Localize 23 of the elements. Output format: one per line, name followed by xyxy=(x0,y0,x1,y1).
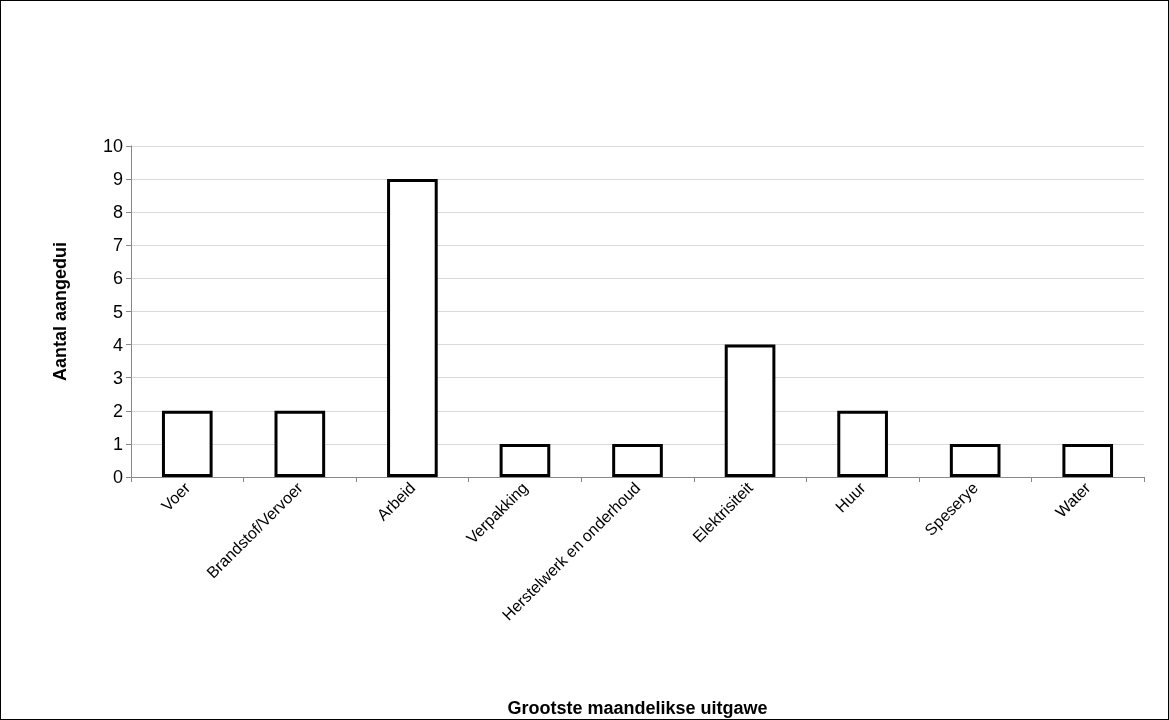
y-tick-label: 7 xyxy=(112,235,123,256)
bar xyxy=(949,443,1001,477)
x-axis-title: Grootste maandelikse uitgawe xyxy=(507,698,768,718)
x-tick-label: Voer xyxy=(158,478,194,515)
bar xyxy=(724,344,776,477)
bar xyxy=(1062,443,1114,477)
y-tick-label: 3 xyxy=(112,367,123,388)
y-tick-label: 6 xyxy=(112,268,123,289)
bar xyxy=(499,443,551,477)
y-tick-label: 4 xyxy=(112,334,123,355)
y-axis-title: Aantal aangedui xyxy=(50,241,70,382)
y-tick-label: 1 xyxy=(112,433,123,454)
bar xyxy=(837,410,888,477)
bar xyxy=(274,410,326,477)
y-tick-label: 2 xyxy=(112,400,123,421)
bar xyxy=(161,410,213,477)
bar xyxy=(612,443,663,477)
bar xyxy=(387,179,438,477)
y-tick-label: 10 xyxy=(102,136,123,156)
y-tick-label: 0 xyxy=(112,467,123,487)
y-tick-label: 9 xyxy=(112,169,123,190)
y-tick-label: 8 xyxy=(112,202,123,223)
y-tick-label: 5 xyxy=(112,301,123,322)
